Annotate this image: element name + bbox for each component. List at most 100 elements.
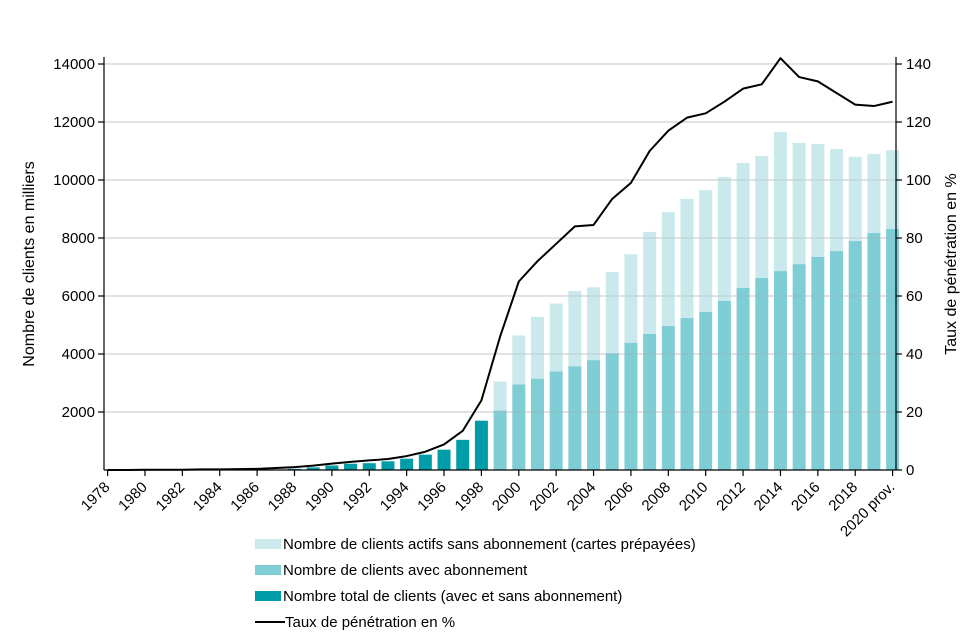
x-tick-label: 1978 [78,479,114,515]
bar-total-1992 [362,463,376,470]
x-tick-label: 1994 [377,479,413,515]
bar-prepaid-2013 [755,155,769,279]
bar-subscription-2002 [549,371,563,470]
bar-subscription-2011 [717,300,731,470]
x-tick-label: 1998 [452,479,488,515]
x-tick-label: 2004 [564,479,600,515]
legend-item-penetration-line: Taux de pénétration en % [255,609,696,635]
legend-swatch-subscription [255,565,281,575]
bar-prepaid-2006 [624,254,638,343]
bar-prepaid-1999 [493,381,507,411]
y-left-tick-label: 12000 [53,114,95,131]
bar-prepaid-2010 [699,190,713,312]
bar-prepaid-2003 [568,291,582,367]
y-right-tick-label: 80 [906,230,923,247]
bar-prepaid-2017 [830,148,844,252]
x-tick-label: 1984 [190,479,226,515]
bar-subscription-1999 [493,410,507,470]
bar-prepaid-2011 [717,177,731,301]
penetration-line [107,57,893,471]
bar-prepaid-2000 [512,335,526,385]
legend-label-total: Nombre total de clients (avec et sans ab… [283,587,623,605]
bar-prepaid-2008 [661,212,675,326]
bar-prepaid-2009 [680,198,694,319]
bar-prepaid-2015 [792,142,806,265]
x-tick-label: 2010 [676,479,712,515]
x-tick-label: 1982 [153,479,189,515]
bar-subscription-2007 [643,333,657,470]
legend-label-prepaid: Nombre de clients actifs sans abonnement… [283,535,696,553]
bar-subscription-2015 [792,264,806,470]
x-tick-label: 2014 [751,479,787,515]
y-left-tick-label: 14000 [53,56,95,73]
y-left-tick-label: 10000 [53,172,95,189]
bar-prepaid-2020 [886,150,900,230]
bar-subscription-2016 [811,256,825,470]
legend-swatch-total [255,591,281,601]
bar-subscription-2005 [605,353,619,470]
y-left-tick-label: 8000 [62,230,95,247]
bar-subscription-2004 [587,360,601,470]
bar-subscription-2019 [867,233,881,470]
y-left-tick-label: 6000 [62,288,95,305]
y-left-axis-title: Nombre de clients en milliers [21,161,38,366]
bar-subscription-2009 [680,318,694,470]
y-right-tick-label: 140 [906,56,931,73]
x-tick-label: 1990 [302,479,338,515]
bar-total-1998 [474,420,488,470]
bar-total-1997 [456,439,470,470]
y-left-tick-label: 4000 [62,346,95,363]
bar-prepaid-2002 [549,303,563,372]
bar-subscription-2013 [755,278,769,470]
bar-total-1993 [381,461,395,470]
legend-swatch-prepaid [255,539,281,549]
bar-prepaid-2012 [736,162,750,288]
y-right-tick-label: 40 [906,346,923,363]
bar-total-1994 [400,458,414,470]
bar-total-1989 [306,467,320,470]
x-tick-label: 1988 [265,479,301,515]
bar-subscription-2001 [530,378,544,470]
y-left-tick-label: 2000 [62,404,95,421]
bar-total-1991 [344,463,358,470]
bar-prepaid-2004 [587,287,601,361]
bar-prepaid-2007 [643,231,657,334]
x-tick-label: 1992 [339,479,375,515]
bar-subscription-2020 [886,229,900,470]
bar-total-1995 [418,454,432,470]
y-right-tick-label: 0 [906,462,914,479]
y-right-tick-label: 120 [906,114,931,131]
bar-subscription-2008 [661,325,675,470]
x-tick-label: 2016 [788,479,824,515]
x-tick-label: 2006 [601,479,637,515]
y-right-tick-label: 100 [906,172,931,189]
bar-prepaid-2005 [605,271,619,354]
legend-label-subscription: Nombre de clients avec abonnement [283,561,528,579]
legend-line-swatch [255,621,285,623]
bar-subscription-2000 [512,384,526,470]
x-tick-label: 2012 [713,479,749,515]
bar-prepaid-2018 [848,156,862,241]
y-right-tick-label: 60 [906,288,923,305]
bar-subscription-2018 [848,240,862,470]
bar-subscription-2010 [699,311,713,470]
bar-prepaid-2001 [530,316,544,379]
x-tick-label: 1986 [227,479,263,515]
bar-total-1996 [437,449,451,470]
y-right-tick-label: 20 [906,404,923,421]
y-right-axis-title: Taux de pénétration en % [943,173,960,354]
legend-item-total: Nombre total de clients (avec et sans ab… [255,583,696,609]
legend-label-penetration: Taux de pénétration en % [285,613,456,631]
bar-subscription-2014 [773,271,787,470]
bar-prepaid-2019 [867,153,881,234]
x-tick-label: 2008 [639,479,675,515]
x-tick-label: 1996 [414,479,450,515]
bar-total-1990 [325,465,339,470]
x-tick-label: 2002 [526,479,562,515]
legend-item-prepaid: Nombre de clients actifs sans abonnement… [255,531,696,557]
legend-item-subscription: Nombre de clients avec abonnement [255,557,696,583]
x-tick-label: 1980 [115,479,151,515]
bar-subscription-2017 [830,251,844,470]
